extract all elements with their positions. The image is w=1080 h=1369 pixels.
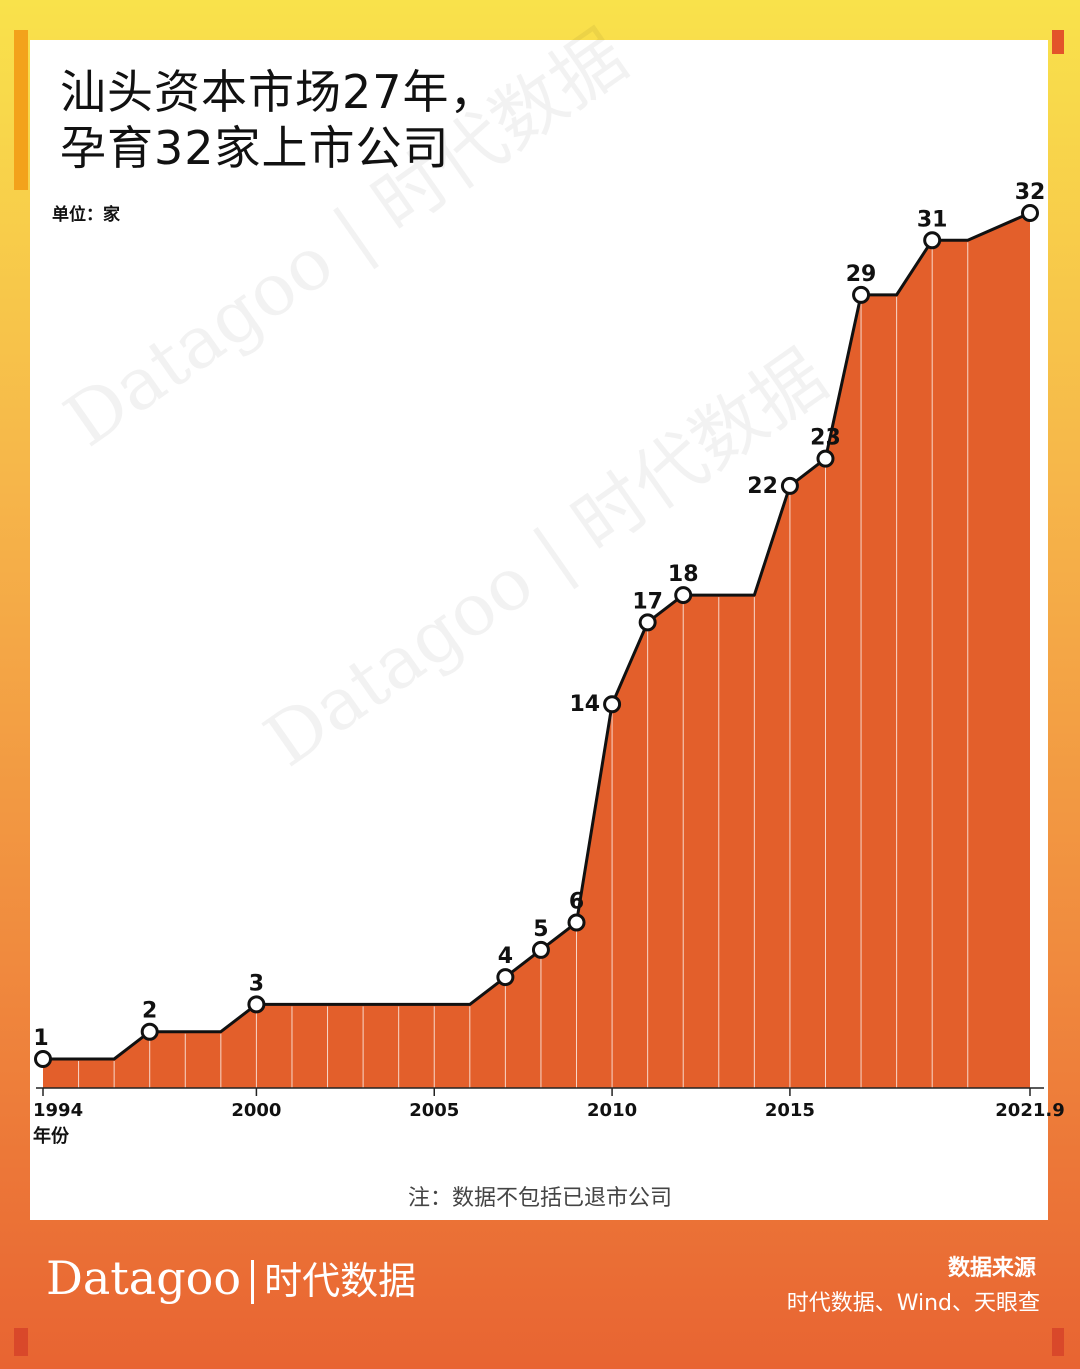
area-fill — [43, 213, 1030, 1088]
data-point-marker — [34, 1050, 52, 1068]
data-point-marker — [852, 285, 871, 304]
x-tick-label: 2000 — [231, 1100, 281, 1121]
x-tick-label: 1994 — [33, 1100, 83, 1121]
data-point-marker — [247, 995, 266, 1014]
accent-bar-right-top — [1052, 30, 1064, 54]
data-point-marker — [638, 613, 657, 632]
source-title: 数据来源 — [947, 1256, 1036, 1281]
brand-latin: Datagoo — [46, 1251, 242, 1305]
x-tick-label: 2021.9 — [995, 1100, 1064, 1121]
data-label: 3 — [249, 971, 264, 996]
data-point-marker — [567, 913, 586, 932]
data-point-marker — [816, 449, 835, 468]
data-point-marker — [140, 1022, 159, 1041]
x-tick-label: 2005 — [409, 1100, 459, 1121]
data-label: 5 — [533, 917, 548, 942]
page-title: 汕头资本市场27年， 孕育32家上市公司 — [60, 64, 497, 176]
area-chart: 1994 2000 2005 2010 2015 2021.9年份123456141718… — [33, 180, 1065, 1147]
accent-bar-left — [14, 30, 28, 190]
title-line-2: 孕育32家上市公司 — [60, 121, 450, 175]
data-label: 6 — [569, 890, 584, 915]
data-label: 18 — [668, 562, 699, 587]
source-body: 时代数据、Wind、天眼查 — [786, 1291, 1040, 1316]
footnote: 注：数据不包括已退市公司 — [407, 1186, 672, 1211]
accent-bar-left-bottom — [14, 1328, 28, 1356]
x-tick-label: 2015 — [765, 1100, 815, 1121]
data-point-marker — [496, 968, 515, 987]
data-point-marker — [603, 695, 622, 714]
data-label: 22 — [747, 474, 778, 499]
brand-divider — [251, 1260, 255, 1304]
title-line-1: 汕头资本市场27年， — [60, 65, 497, 119]
data-label: 2 — [142, 999, 157, 1024]
data-label: 31 — [917, 207, 948, 232]
x-axis-label: 年份 — [33, 1125, 70, 1147]
series-line — [43, 211, 1031, 1061]
data-point-marker — [780, 476, 799, 495]
brand-chinese: 时代数据 — [264, 1259, 417, 1303]
data-label: 23 — [810, 426, 841, 451]
unit-label: 单位：家 — [52, 205, 120, 225]
data-point-marker — [923, 231, 942, 250]
data-label: 4 — [498, 944, 513, 969]
data-label: 32 — [1015, 180, 1046, 205]
x-tick-label: 2010 — [587, 1100, 637, 1121]
data-point-marker — [674, 586, 693, 605]
brand-logo: Datagoo 时代数据 — [46, 1250, 416, 1305]
data-label: 17 — [632, 589, 663, 614]
data-label: 14 — [569, 692, 600, 717]
accent-bar-right-bottom — [1052, 1328, 1064, 1356]
data-point-marker — [1021, 204, 1039, 222]
data-point-marker — [531, 940, 550, 959]
data-label: 1 — [33, 1026, 48, 1051]
data-label: 29 — [846, 262, 877, 287]
